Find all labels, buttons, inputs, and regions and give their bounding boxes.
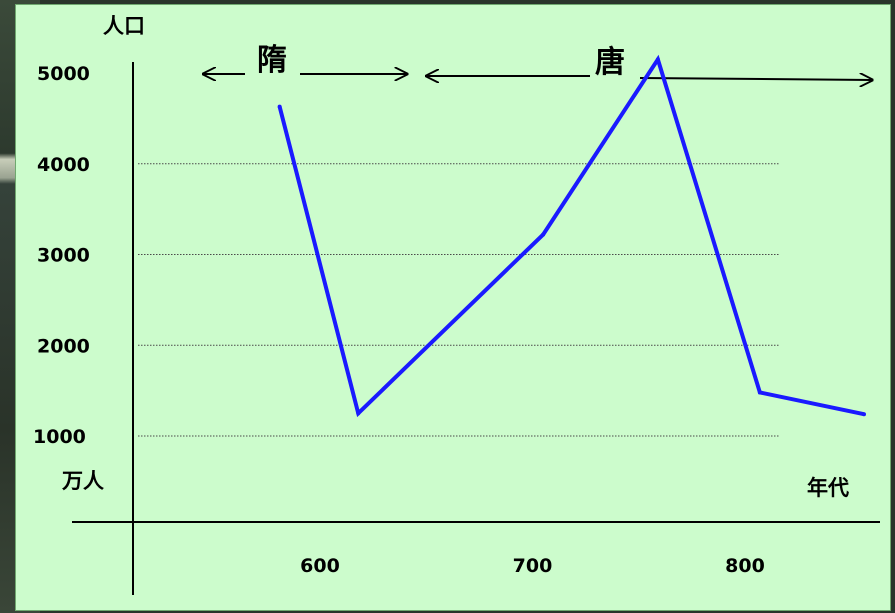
y-tick-label: 5000: [37, 63, 90, 85]
y-tick-label: 4000: [37, 154, 90, 176]
x-tick-label: 700: [513, 555, 553, 577]
data-point: [277, 104, 282, 109]
x-axis-title: 年代: [807, 476, 849, 500]
series: [277, 54, 866, 418]
x-tick-label: 600: [300, 555, 340, 577]
y-tick-label: 1000: [33, 426, 86, 448]
gridlines: [138, 163, 780, 437]
chart-panel: [15, 4, 891, 611]
dynasty-label: 唐: [595, 45, 625, 80]
data-point: [356, 411, 361, 416]
data-point: [655, 57, 660, 62]
y-axis-unit: 万人: [61, 469, 104, 493]
population-series-line: [277, 54, 865, 418]
data-point: [541, 232, 546, 237]
dynasty-label: 隋: [257, 43, 287, 78]
dynasty-annotations: 隋唐: [203, 43, 872, 80]
tick-labels: 5000 4000 3000 2000 1000 600 700 800: [33, 63, 765, 577]
y-axis-title: 人口: [103, 14, 145, 38]
x-tick-label: 800: [725, 555, 765, 577]
data-point: [862, 412, 866, 417]
y-tick-label: 2000: [37, 335, 90, 357]
data-point: [757, 390, 762, 395]
y-tick-label: 3000: [37, 245, 90, 267]
range-arrow-right: [639, 78, 873, 80]
